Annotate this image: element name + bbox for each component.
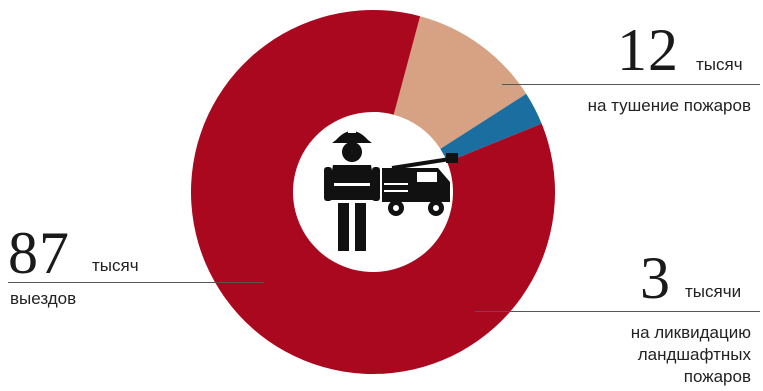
unit-fire-suppression: тысяч bbox=[696, 55, 743, 74]
slice-outings bbox=[191, 9, 555, 374]
label-landscape-fires-line-3: пожаров bbox=[683, 367, 751, 386]
unit-outings: тысяч bbox=[92, 256, 139, 275]
label-landscape-fires-line-2: ландшафтных bbox=[637, 345, 751, 364]
unit-landscape-fires: тысячи bbox=[685, 282, 742, 301]
value-outings: 87 bbox=[8, 220, 70, 286]
firefighter-and-fire-truck-icon bbox=[324, 127, 458, 251]
label-landscape-fires-line-1: на ликвидацию bbox=[630, 323, 751, 342]
label-outings: выездов bbox=[10, 289, 77, 308]
slice-landscape-fires bbox=[440, 93, 542, 162]
label-fire-suppression: на тушение пожаров bbox=[587, 96, 751, 115]
value-fire-suppression: 12 bbox=[617, 17, 679, 83]
value-landscape-fires: 3 bbox=[640, 245, 671, 311]
slice-fire-suppression bbox=[393, 16, 527, 149]
leader-line-outings bbox=[8, 282, 264, 283]
label-landscape-fires: на ликвидацию ландшафтных пожаров bbox=[631, 322, 751, 388]
leader-line-fire-suppression bbox=[502, 84, 760, 85]
leader-line-landscape-fires bbox=[475, 311, 760, 312]
